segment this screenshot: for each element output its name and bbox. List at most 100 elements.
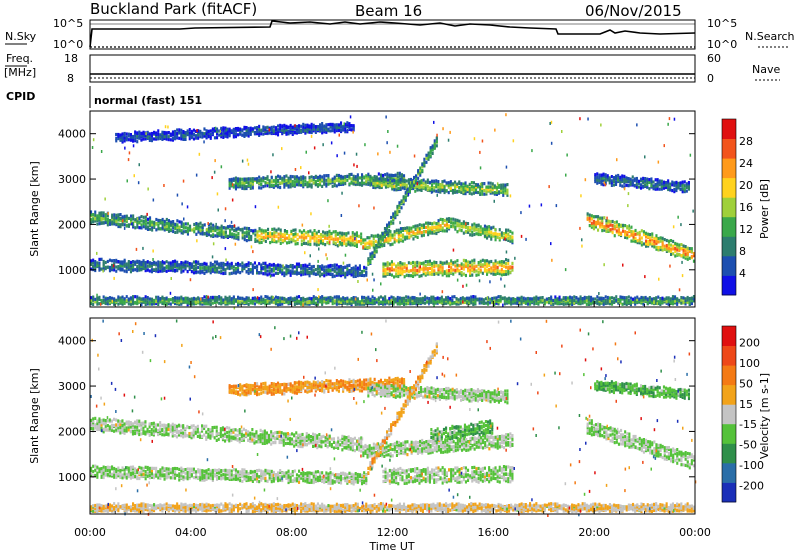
cpid-text: normal (fast) 151 [94,94,202,107]
x-tick-label: 04:00 [175,526,207,539]
power-colorbar-tick: 20 [739,179,753,192]
power-colorbar-segment [722,255,736,276]
power-band-5 [372,176,509,197]
velocity-band-7 [90,502,695,514]
velocity-panel: 1000 2000 3000 4000 Slant Range [km] 200 100… [28,317,771,517]
velocity-y-ticks: 1000 2000 3000 4000 [58,335,695,484]
nsky-tick-top: 10^5 [53,17,83,30]
velocity-colorbar-tick: -15 [739,418,757,431]
power-ytick-label: 2000 [58,218,86,231]
power-colorbar-tick: 12 [739,223,753,236]
x-axis-ticks: 00:00 04:00 08:00 12:00 16:00 20:00 00:00 [74,301,711,539]
velocity-speckle [90,319,697,517]
x-tick-label: 20:00 [578,526,610,539]
power-band-7 [382,258,514,279]
x-tick-label: 00:00 [74,526,106,539]
power-band-11 [594,172,690,194]
velocity-colorbar-segment [722,365,736,386]
nave-tick-bottom: 0 [707,72,714,85]
velocity-ytick-label: 2000 [58,425,86,438]
power-band-4 [228,171,406,191]
power-band-3 [448,217,514,245]
power-colorbar: 4 8 12 16 20 24 28 [721,118,753,296]
power-band-12 [115,121,355,144]
nsky-label: N.Sky [5,30,37,43]
power-colorbar-tick: 24 [739,157,753,170]
velocity-band-5 [382,465,514,486]
power-band-2 [362,217,448,250]
velocity-colorbar-segment [722,345,736,366]
power-panel: 1000 2000 3000 4000 Slant Range [km] 4 8 12 16… [28,110,771,310]
x-tick-label: 00:00 [679,526,711,539]
freq-label: Freq. [6,52,33,65]
power-ytick-label: 4000 [58,128,86,141]
site-title: Buckland Park (fitACF) [90,0,257,18]
power-band-8 [90,257,368,279]
cpid-label: CPID [6,90,35,103]
velocity-ytick-label: 4000 [58,335,86,348]
velocity-colorbar-label: Velocity [m s-1] [758,373,771,459]
power-ytick-label: 3000 [58,173,86,186]
freq-tick-bottom: 8 [67,72,74,85]
power-colorbar-segment [722,197,736,218]
velocity-ytick-label: 3000 [58,380,86,393]
power-colorbar-segment [722,119,736,139]
power-colorbar-segment [722,216,736,237]
x-tick-label: 16:00 [477,526,509,539]
power-colorbar-segment [722,138,736,159]
velocity-colorbar-tick: -200 [739,480,764,493]
velocity-band-1 [362,432,514,459]
velocity-colorbar-segment [722,423,736,444]
velocity-colorbar-tick: -100 [739,459,764,472]
velocity-band-4 [367,342,438,475]
nsky-strip: N.Sky 10^5 10^0 N.Search 10^5 10^0 [5,17,795,51]
velocity-colorbar-segment [722,443,736,464]
beam-title: Beam 16 [355,2,422,20]
power-ytick-label: 1000 [58,264,86,277]
velocity-data-layer [90,319,697,517]
velocity-colorbar-segment [722,462,736,483]
x-axis-label: Time UT [368,540,414,553]
velocity-colorbar-tick: 100 [739,357,760,370]
velocity-band-6 [90,464,368,486]
power-colorbar-tick: 28 [739,135,753,148]
power-colorbar-tick: 16 [739,201,753,214]
nsky-tick-bottom: 10^0 [53,38,83,51]
x-tick-label: 12:00 [377,526,409,539]
nave-tick-top: 60 [707,52,721,65]
velocity-ylabel: Slant Range [km] [28,368,41,464]
freq-unit: [MHz] [4,66,36,79]
power-colorbar-segment [722,158,736,179]
velocity-colorbar-segment [722,384,736,405]
power-colorbar-segment [722,275,736,296]
power-data-layer [90,113,695,310]
velocity-band-3 [367,383,509,405]
velocity-colorbar-tick: 15 [739,398,753,411]
nave-label: Nave [752,63,780,76]
velocity-colorbar-tick: 50 [739,377,753,390]
power-y-ticks: 1000 2000 3000 4000 [58,128,695,277]
nsearch-tick-top: 10^5 [707,17,737,30]
velocity-colorbar-tick: 200 [739,336,760,349]
velocity-band-8 [586,418,695,470]
power-band-1 [256,227,363,248]
velocity-colorbar: 200 100 50 15 -15 -50 -100 -200 [721,325,764,503]
power-band-9 [90,295,695,307]
power-colorbar-tick: 4 [739,267,746,280]
power-ylabel: Slant Range [km] [28,161,41,257]
velocity-colorbar-tick: -50 [739,439,757,452]
velocity-band-0 [90,416,363,453]
power-speckle [91,113,694,310]
x-tick-label: 08:00 [276,526,308,539]
nsearch-tick-bottom: 10^0 [707,38,737,51]
nsearch-label: N.Search [745,30,795,43]
velocity-colorbar-segment [722,482,736,503]
power-colorbar-segment [722,236,736,257]
freq-tick-top: 18 [64,52,78,65]
cpid-strip: CPID normal (fast) 151 [6,86,202,108]
velocity-ytick-label: 1000 [58,471,86,484]
date-title: 06/Nov/2015 [585,2,682,20]
power-colorbar-tick: 8 [739,245,746,258]
power-colorbar-segment [722,177,736,198]
